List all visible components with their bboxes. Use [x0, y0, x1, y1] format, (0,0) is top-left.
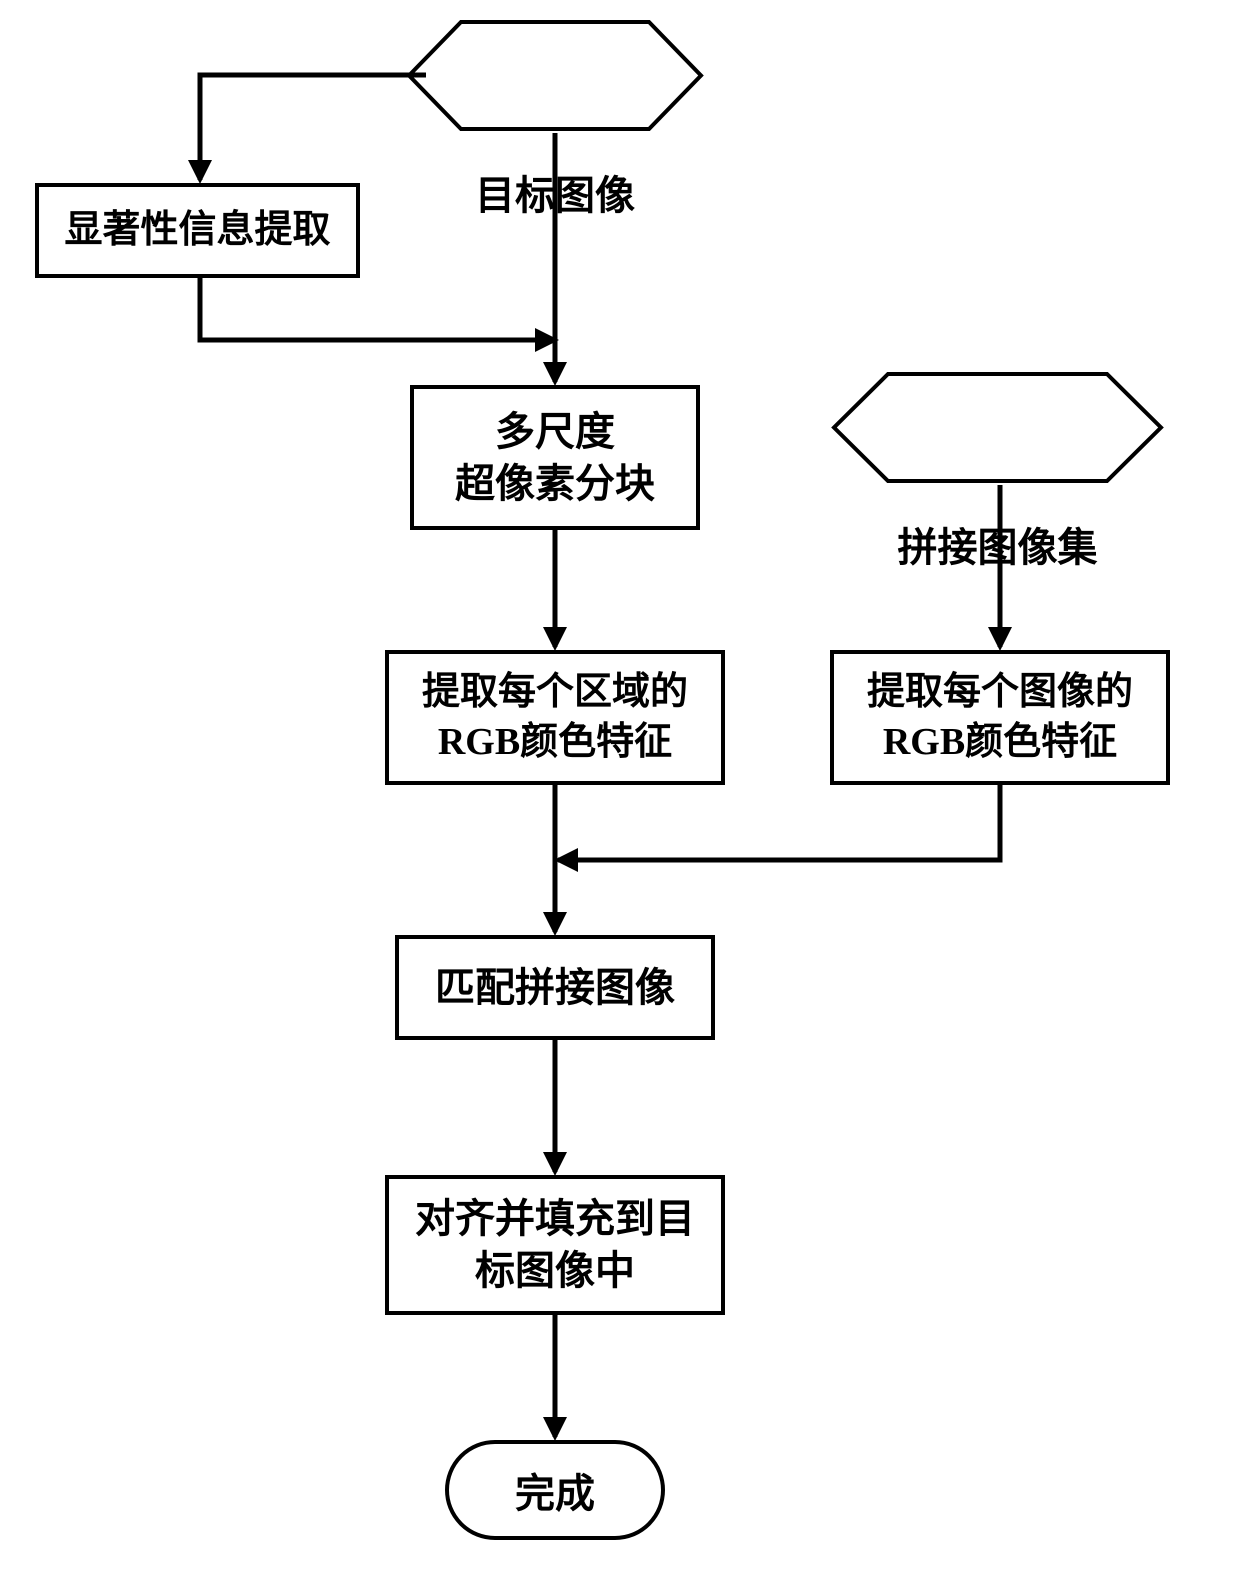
node-done-label: 完成: [515, 1461, 595, 1519]
node-mosaic-set: 拼接图像集: [830, 370, 1165, 485]
node-target-image: 目标图像: [405, 18, 705, 133]
node-done: 完成: [445, 1440, 665, 1540]
node-align-fill-label: 对齐并填充到目 标图像中: [415, 1193, 695, 1297]
node-mosaic-set-label: 拼接图像集: [830, 490, 1165, 605]
node-multiscale-label: 多尺度 超像素分块: [455, 406, 655, 510]
node-target-image-label: 目标图像: [405, 138, 705, 253]
node-match-label: 匹配拼接图像: [435, 962, 675, 1014]
node-saliency-label: 显著性信息提取: [64, 206, 330, 255]
node-align-fill: 对齐并填充到目 标图像中: [385, 1175, 725, 1315]
node-match: 匹配拼接图像: [395, 935, 715, 1040]
node-saliency: 显著性信息提取: [35, 183, 360, 278]
node-extract-image: 提取每个图像的 RGB颜色特征: [830, 650, 1170, 785]
flowchart-canvas: 目标图像 显著性信息提取 多尺度 超像素分块 拼接图像集 提取每个区域的 RGB…: [0, 0, 1240, 1590]
node-extract-image-label: 提取每个图像的 RGB颜色特征: [867, 668, 1133, 767]
node-extract-region-label: 提取每个区域的 RGB颜色特征: [422, 668, 688, 767]
node-extract-region: 提取每个区域的 RGB颜色特征: [385, 650, 725, 785]
node-multiscale: 多尺度 超像素分块: [410, 385, 700, 530]
